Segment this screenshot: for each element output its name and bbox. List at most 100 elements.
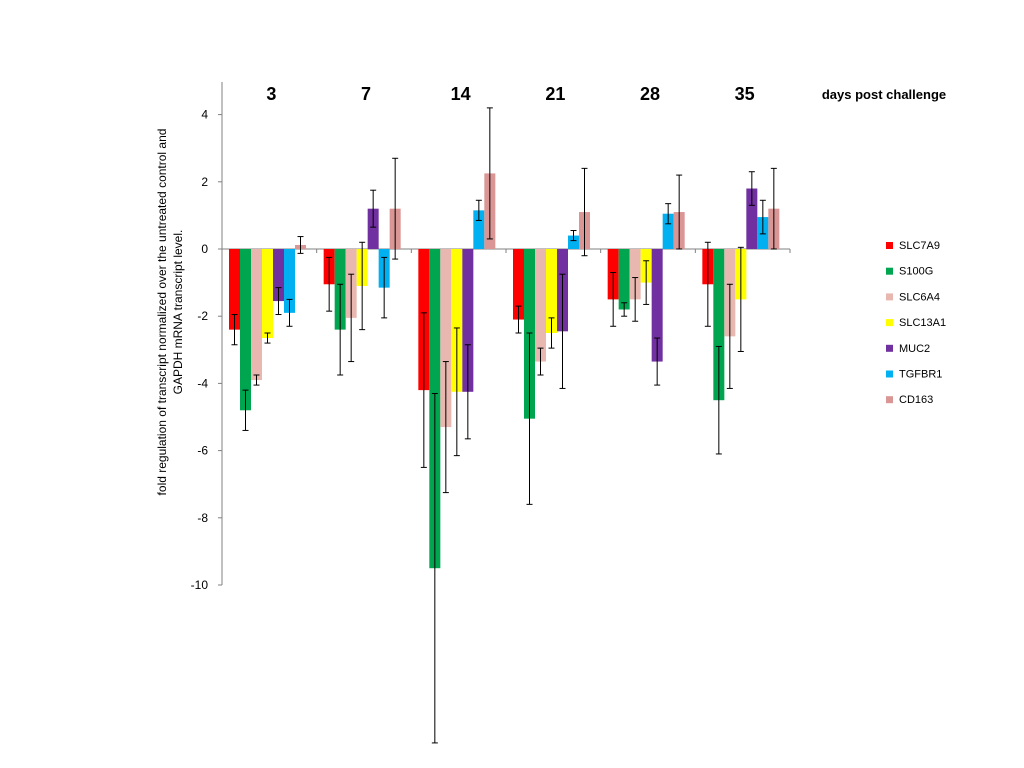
bar-muc2 — [273, 249, 284, 302]
error-bar — [431, 392, 438, 744]
category-labels: 3 7 14 21 28 35 — [266, 84, 754, 104]
error-bar — [581, 167, 588, 257]
y-tick-label: -2 — [197, 309, 208, 323]
bar-slc13a1 — [262, 249, 273, 339]
error-bar — [770, 167, 777, 250]
y-axis-label: fold regulation of transcript normalized… — [155, 129, 185, 496]
category-label: 7 — [361, 84, 371, 104]
error-bar — [704, 241, 711, 327]
bar-muc2 — [746, 188, 758, 249]
error-bar — [242, 389, 249, 431]
error-bar — [297, 236, 304, 254]
category-label: 28 — [640, 84, 660, 104]
legend: SLC7A9 S100G SLC6A4 SLC13A1 MUC2 TGFBR1 CD163 — [886, 240, 946, 406]
error-bar — [464, 344, 471, 440]
bar-slc13a1 — [546, 249, 557, 333]
error-bar — [515, 305, 522, 334]
bar-slc6a4 — [629, 249, 641, 300]
y-tick-label: 0 — [201, 242, 208, 256]
error-bar — [275, 287, 282, 316]
bar-slc7a9 — [513, 249, 524, 320]
error-bar — [759, 199, 766, 235]
bar-slc6a4 — [440, 249, 452, 428]
error-bar — [264, 332, 271, 344]
y-tick-label: 2 — [201, 175, 208, 189]
category-label: 14 — [451, 84, 471, 104]
bar-tgfbr1 — [568, 235, 579, 249]
error-bar — [420, 312, 427, 468]
legend-item: MUC2 — [886, 343, 930, 355]
legend-swatch — [886, 344, 893, 352]
bar-slc6a4 — [535, 249, 546, 362]
error-bar — [370, 189, 377, 228]
error-bar — [610, 272, 617, 327]
legend-label: SLC13A1 — [899, 317, 946, 329]
error-bar — [621, 302, 628, 317]
legend-item: TGFBR1 — [886, 369, 942, 381]
category-label: 35 — [735, 84, 755, 104]
category-label: 3 — [266, 84, 276, 104]
legend-label: SLC7A9 — [899, 240, 940, 252]
bar-tgfbr1 — [473, 210, 485, 249]
bars — [229, 173, 780, 569]
y-tick-label: -8 — [197, 511, 208, 525]
bar-s100g — [240, 249, 251, 411]
legend-swatch — [886, 242, 893, 249]
y-tick-label: -6 — [197, 444, 208, 458]
error-bar — [348, 273, 355, 363]
bar-slc6a4 — [251, 249, 262, 381]
error-bar — [253, 374, 260, 386]
error-bar — [643, 260, 650, 305]
bar-s100g — [713, 249, 725, 401]
legend-label: S100G — [899, 266, 933, 278]
legend-swatch — [886, 396, 893, 404]
legend-swatch — [886, 319, 893, 327]
error-bar — [392, 157, 399, 260]
y-tick-label: -4 — [197, 376, 208, 390]
error-bar — [737, 246, 744, 352]
legend-swatch — [886, 267, 893, 275]
error-bar — [486, 107, 493, 240]
legend-label: TGFBR1 — [899, 369, 942, 381]
y-axis-label-line: fold regulation of transcript normalized… — [155, 129, 169, 496]
error-bar — [359, 241, 366, 331]
legend-item: S100G — [886, 266, 933, 278]
bar-tgfbr1 — [284, 249, 295, 313]
error-bar — [442, 361, 449, 494]
category-axis-title: days post challenge — [822, 87, 946, 102]
error-bar — [537, 347, 544, 376]
error-bar — [559, 273, 566, 389]
error-bar — [548, 317, 555, 349]
error-bar — [715, 345, 722, 455]
bar-slc7a9 — [229, 249, 240, 330]
bar-tgfbr1 — [662, 213, 674, 249]
error-bar — [381, 256, 388, 319]
error-bar — [286, 298, 293, 327]
y-axis-label-line: GAPDH mRNA transcript level. — [171, 230, 185, 395]
error-bar — [326, 256, 333, 312]
error-bar — [337, 283, 344, 376]
y-tick-label: 4 — [201, 108, 208, 122]
error-bar — [475, 199, 482, 221]
error-bar — [632, 277, 639, 322]
legend-item: SLC7A9 — [886, 240, 940, 252]
legend-swatch — [886, 293, 893, 301]
legend-label: MUC2 — [899, 343, 930, 355]
bar-slc13a1 — [451, 249, 463, 392]
error-bar — [526, 332, 533, 505]
legend-label: CD163 — [899, 394, 933, 406]
bar-muc2 — [462, 249, 474, 392]
legend-item: SLC13A1 — [886, 317, 946, 329]
legend-item: CD163 — [886, 394, 933, 406]
bar-s100g — [618, 249, 630, 310]
error-bar — [726, 283, 733, 389]
category-label: 21 — [545, 84, 565, 104]
bar-muc2 — [367, 208, 379, 249]
y-tick-label: -10 — [191, 578, 209, 592]
legend-label: SLC6A4 — [899, 291, 940, 303]
legend-item: SLC6A4 — [886, 291, 940, 303]
error-bars — [231, 107, 777, 744]
error-bar — [748, 171, 755, 206]
error-bar — [453, 327, 460, 457]
